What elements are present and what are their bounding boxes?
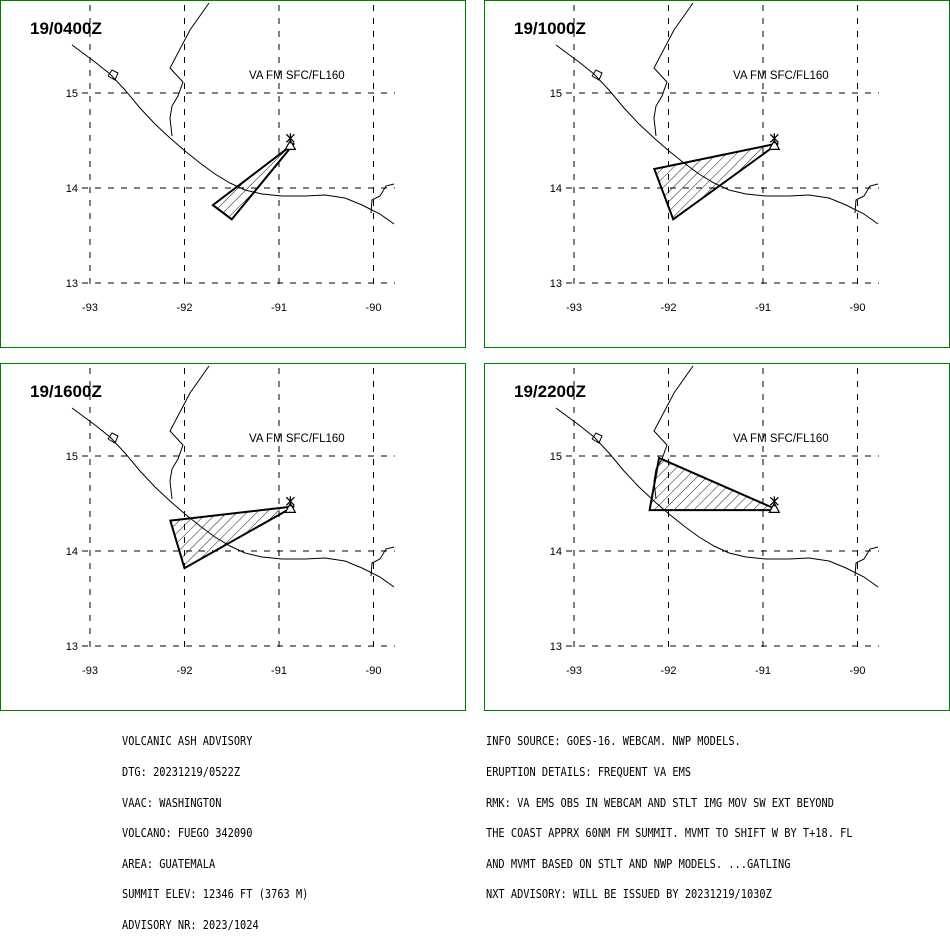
- lon-tick-label: -92: [661, 665, 677, 677]
- coastline: [555, 44, 879, 225]
- lat-tick-label: 13: [550, 641, 562, 653]
- advisory-info-right: INFO SOURCE: GOES-16. WEBCAM. NWP MODELS…: [486, 716, 853, 910]
- advisory-info-left: VOLCANIC ASH ADVISORY DTG: 20231219/0522…: [122, 716, 308, 940]
- lake-outline: [591, 432, 603, 444]
- lake-outline: [107, 69, 119, 81]
- lat-tick-label: 13: [550, 278, 562, 290]
- advisory-line: INFO SOURCE: GOES-16. WEBCAM. NWP MODELS…: [486, 734, 741, 749]
- lat-tick-label: 15: [550, 451, 562, 463]
- advisory-line: NXT ADVISORY: WILL BE ISSUED BY 20231219…: [486, 887, 772, 902]
- lon-tick-label: -92: [661, 302, 677, 314]
- lon-tick-label: -93: [82, 302, 98, 314]
- panel-frame: [484, 363, 950, 711]
- advisory-line: VOLCANIC ASH ADVISORY: [122, 734, 253, 749]
- ash-cloud-polygon: [169, 505, 295, 570]
- advisory-line: SUMMIT ELEV: 12346 FT (3763 M): [122, 887, 309, 902]
- lon-tick-label: -92: [177, 665, 193, 677]
- advisory-line: RMK: VA EMS OBS IN WEBCAM AND STLT IMG M…: [486, 795, 834, 810]
- lat-tick-label: 14: [550, 546, 562, 558]
- border-line: [854, 183, 879, 214]
- border-line: [653, 2, 694, 137]
- flight-level-label: VA FM SFC/FL160: [249, 433, 345, 445]
- advisory-line: THE COAST APPRX 60NM FM SUMMIT. MVMT TO …: [486, 826, 853, 841]
- border-line: [370, 183, 395, 214]
- lat-tick-label: 14: [66, 546, 78, 558]
- map-svg: -93 -92 -91 -90 15 14 13 19/1000Z VA FM SFC/FL16…: [484, 0, 950, 348]
- map-svg: -93 -92 -91 -90 15 14 13 19/1600Z VA FM SFC/FL16…: [0, 363, 466, 711]
- lon-tick-label: -91: [755, 665, 771, 677]
- advisory-line: ADVISORY NR: 2023/1024: [122, 917, 259, 932]
- panel-frame: [0, 363, 466, 711]
- volcano-triangle-icon: [284, 496, 297, 513]
- advisory-line: VOLCANO: FUEGO 342090: [122, 826, 253, 841]
- lat-tick-label: 13: [66, 641, 78, 653]
- advisory-line: DTG: 20231219/0522Z: [122, 765, 241, 779]
- volcano-triangle-icon: [768, 133, 781, 150]
- ash-cloud-polygon: [211, 142, 295, 221]
- ash-cloud-polygon: [648, 456, 779, 512]
- forecast-panel-0400z: -93 -92 -91 -90 15 14 13 19/0400Z VA FM SFC/FL16…: [0, 0, 466, 348]
- map-svg: -93 -92 -91 -90 15 14 13 19/0400Z VA FM SFC/FL16…: [0, 0, 466, 348]
- lon-tick-label: -90: [850, 302, 866, 314]
- panel-frame: [0, 0, 466, 348]
- border-line: [169, 2, 210, 137]
- lon-tick-label: -91: [271, 665, 287, 677]
- border-line: [854, 546, 879, 577]
- panel-time-label: 19/1000Z: [514, 19, 586, 38]
- lon-tick-label: -92: [177, 302, 193, 314]
- border-line: [169, 365, 210, 500]
- map-svg: -93 -92 -91 -90 15 14 13 19/2200Z VA FM SFC/FL16…: [484, 363, 950, 711]
- advisory-line: VAAC: WASHINGTON: [122, 795, 222, 810]
- lat-tick-label: 15: [66, 88, 78, 100]
- lon-tick-label: -93: [566, 665, 582, 677]
- coastline: [555, 407, 879, 588]
- flight-level-label: VA FM SFC/FL160: [733, 433, 829, 445]
- panel-time-label: 19/2200Z: [514, 382, 586, 401]
- lake-outline: [107, 432, 119, 444]
- flight-level-label: VA FM SFC/FL160: [733, 70, 829, 82]
- ash-cloud-polygon: [652, 142, 779, 221]
- advisory-line: AND MVMT BASED ON STLT AND NWP MODELS. .…: [486, 856, 791, 871]
- panel-time-label: 19/1600Z: [30, 382, 102, 401]
- lat-tick-label: 14: [66, 183, 78, 195]
- advisory-line: AREA: GUATEMALA: [122, 856, 216, 871]
- forecast-panel-2200z: -93 -92 -91 -90 15 14 13 19/2200Z VA FM SFC/FL16…: [484, 363, 950, 711]
- flight-level-label: VA FM SFC/FL160: [249, 70, 345, 82]
- volcano-triangle-icon: [284, 133, 297, 150]
- lon-tick-label: -93: [566, 302, 582, 314]
- lake-outline: [591, 69, 603, 81]
- lat-tick-label: 15: [550, 88, 562, 100]
- lat-tick-label: 13: [66, 278, 78, 290]
- lon-tick-label: -90: [366, 302, 382, 314]
- lon-tick-label: -93: [82, 665, 98, 677]
- lat-tick-label: 15: [66, 451, 78, 463]
- forecast-panel-1000z: -93 -92 -91 -90 15 14 13 19/1000Z VA FM SFC/FL16…: [484, 0, 950, 348]
- lon-tick-label: -90: [366, 665, 382, 677]
- forecast-panel-1600z: -93 -92 -91 -90 15 14 13 19/1600Z VA FM SFC/FL16…: [0, 363, 466, 711]
- volcano-triangle-icon: [768, 496, 781, 513]
- advisory-line: ERUPTION DETAILS: FREQUENT VA EMS: [486, 765, 692, 779]
- coastline: [71, 44, 395, 225]
- lat-tick-label: 14: [550, 183, 562, 195]
- panel-time-label: 19/0400Z: [30, 19, 102, 38]
- lon-tick-label: -91: [271, 302, 287, 314]
- border-line: [370, 546, 395, 577]
- lon-tick-label: -91: [755, 302, 771, 314]
- lon-tick-label: -90: [850, 665, 866, 677]
- coastline: [71, 407, 395, 588]
